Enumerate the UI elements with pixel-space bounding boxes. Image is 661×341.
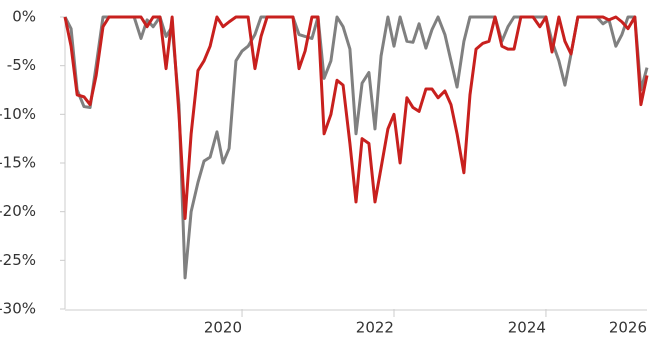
series-line	[63, 15, 649, 280]
y-tick-label: -10%	[0, 105, 36, 123]
x-tick-label: 2026	[609, 319, 647, 337]
x-tick-label: 2024	[508, 319, 546, 337]
x-tick-label: 2020	[204, 319, 242, 337]
y-tick-label: -25%	[0, 251, 36, 269]
y-tick-label: -20%	[0, 202, 36, 220]
y-tick-label: -15%	[0, 154, 36, 172]
series-line	[63, 15, 649, 220]
x-tick-label: 2022	[356, 319, 394, 337]
y-tick-label: -30%	[0, 300, 36, 318]
y-tick-label: -5%	[7, 56, 36, 74]
y-tick-label: 0%	[12, 8, 36, 26]
